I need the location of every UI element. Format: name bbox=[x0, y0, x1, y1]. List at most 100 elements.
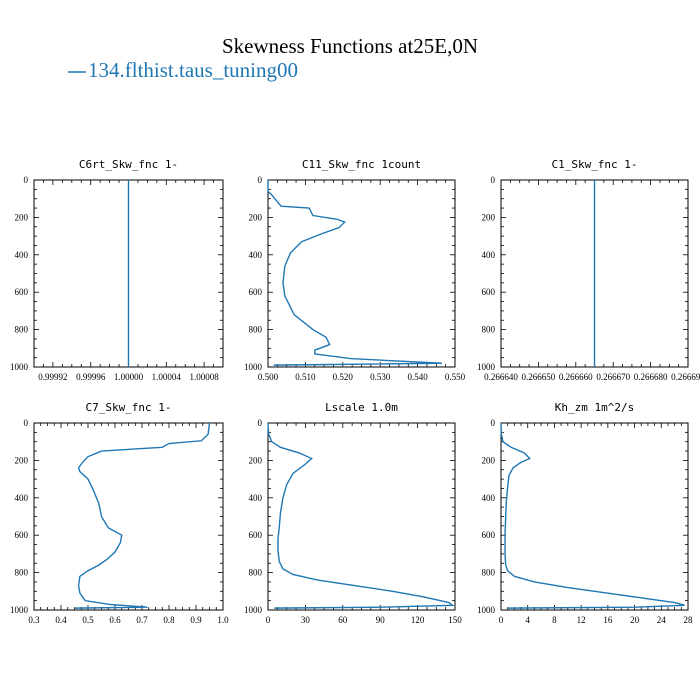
y-tick-label: 600 bbox=[249, 530, 263, 540]
x-tick-label: 0.4 bbox=[55, 615, 67, 625]
y-tick-label: 200 bbox=[249, 212, 263, 222]
x-tick-label: 0 bbox=[266, 615, 271, 625]
y-tick-label: 1000 bbox=[244, 605, 263, 615]
x-tick-label: 0.550 bbox=[445, 372, 466, 382]
x-tick-label: 0.266690 bbox=[671, 372, 700, 382]
panel-title: C6rt_Skw_fnc 1- bbox=[79, 158, 178, 171]
y-tick-label: 600 bbox=[15, 530, 29, 540]
x-tick-label: 0.520 bbox=[333, 372, 354, 382]
plot-frame bbox=[267, 422, 456, 611]
y-tick-label: 0 bbox=[258, 175, 263, 185]
legend: 134.flthist.taus_tuning00 bbox=[66, 58, 298, 83]
y-tick-label: 800 bbox=[482, 568, 496, 578]
y-tick-label: 200 bbox=[482, 455, 496, 465]
y-tick-label: 1000 bbox=[477, 362, 496, 372]
x-tick-label: 0.510 bbox=[295, 372, 316, 382]
panel-2: C11_Skw_fnc 1count 0 200 400 600 800 10000.500… bbox=[244, 158, 466, 382]
series-line bbox=[500, 422, 685, 609]
x-tick-label: 150 bbox=[448, 615, 462, 625]
panel-title: Kh_zm 1m^2/s bbox=[555, 401, 634, 414]
x-tick-label: 1.00004 bbox=[152, 372, 182, 382]
x-tick-label: 0.266680 bbox=[634, 372, 668, 382]
x-tick-label: 60 bbox=[338, 615, 348, 625]
y-tick-label: 800 bbox=[482, 325, 496, 335]
x-tick-label: 0.5 bbox=[82, 615, 94, 625]
x-tick-label: 90 bbox=[376, 615, 386, 625]
y-tick-label: 0 bbox=[258, 418, 263, 428]
y-tick-label: 800 bbox=[15, 568, 29, 578]
series-line bbox=[267, 180, 442, 366]
x-tick-label: 16 bbox=[603, 615, 613, 625]
y-tick-label: 200 bbox=[482, 212, 496, 222]
y-tick-label: 1000 bbox=[10, 605, 29, 615]
x-tick-label: 12 bbox=[577, 615, 586, 625]
x-tick-label: 8 bbox=[552, 615, 557, 625]
legend-label: 134.flthist.taus_tuning00 bbox=[88, 58, 298, 82]
y-tick-label: 800 bbox=[249, 325, 263, 335]
x-tick-label: 1.0 bbox=[217, 615, 229, 625]
x-tick-label: 30 bbox=[301, 615, 311, 625]
x-tick-label: 0.266640 bbox=[484, 372, 518, 382]
x-tick-label: 0.500 bbox=[258, 372, 279, 382]
page-title: Skewness Functions at25E,0N bbox=[221, 34, 479, 58]
x-tick-label: 0.266670 bbox=[596, 372, 630, 382]
y-tick-label: 0 bbox=[491, 418, 496, 428]
x-tick-label: 0.99992 bbox=[38, 372, 67, 382]
x-tick-label: 0.266650 bbox=[522, 372, 556, 382]
x-tick-label: 0.540 bbox=[407, 372, 428, 382]
panel-title: Lscale 1.0m bbox=[325, 401, 398, 414]
y-tick-label: 200 bbox=[15, 455, 29, 465]
x-tick-label: 0 bbox=[499, 615, 504, 625]
x-tick-label: 24 bbox=[657, 615, 667, 625]
legend-line-icon bbox=[68, 71, 86, 73]
y-tick-label: 800 bbox=[249, 568, 263, 578]
plot-frame bbox=[267, 179, 456, 368]
y-tick-label: 400 bbox=[482, 493, 496, 503]
y-tick-label: 1000 bbox=[10, 362, 29, 372]
x-tick-label: 0.8 bbox=[163, 615, 175, 625]
x-tick-label: 120 bbox=[411, 615, 425, 625]
plot-frame bbox=[33, 422, 224, 611]
x-tick-label: 0.99996 bbox=[76, 372, 106, 382]
y-tick-label: 200 bbox=[249, 455, 263, 465]
y-tick-label: 0 bbox=[24, 175, 29, 185]
panel-title: C7_Skw_fnc 1- bbox=[85, 401, 171, 414]
x-tick-label: 0.6 bbox=[109, 615, 121, 625]
x-tick-label: 28 bbox=[684, 615, 694, 625]
y-tick-label: 0 bbox=[24, 418, 29, 428]
panel-title: C11_Skw_fnc 1count bbox=[302, 158, 421, 171]
x-tick-label: 0.7 bbox=[136, 615, 148, 625]
plot-frame bbox=[500, 422, 689, 611]
x-tick-label: 0.3 bbox=[28, 615, 40, 625]
panel-1: C6rt_Skw_fnc 1- 0 200 400 600 800 1000 0.99992 0… bbox=[10, 158, 224, 382]
y-tick-label: 1000 bbox=[244, 362, 263, 372]
y-tick-label: 400 bbox=[249, 493, 263, 503]
x-tick-label: 20 bbox=[630, 615, 640, 625]
y-tick-label: 400 bbox=[15, 493, 29, 503]
y-tick-label: 400 bbox=[249, 250, 263, 260]
series-line bbox=[74, 422, 211, 609]
y-tick-label: 200 bbox=[15, 212, 29, 222]
y-tick-label: 400 bbox=[15, 250, 29, 260]
x-tick-label: 4 bbox=[525, 615, 530, 625]
y-tick-label: 600 bbox=[15, 287, 29, 297]
y-tick-label: 400 bbox=[482, 250, 496, 260]
x-tick-label: 0.530 bbox=[370, 372, 391, 382]
x-tick-label: 0.266660 bbox=[559, 372, 593, 382]
series-line bbox=[267, 422, 455, 609]
x-tick-label: 1.00000 bbox=[114, 372, 144, 382]
y-tick-label: 800 bbox=[15, 325, 29, 335]
y-tick-label: 600 bbox=[482, 287, 496, 297]
y-tick-label: 1000 bbox=[477, 605, 496, 615]
panel-title: C1_Skw_fnc 1- bbox=[551, 158, 637, 171]
x-tick-label: 1.00008 bbox=[189, 372, 219, 382]
y-tick-label: 600 bbox=[249, 287, 263, 297]
y-tick-label: 0 bbox=[491, 175, 496, 185]
y-tick-label: 600 bbox=[482, 530, 496, 540]
x-tick-label: 0.9 bbox=[190, 615, 202, 625]
